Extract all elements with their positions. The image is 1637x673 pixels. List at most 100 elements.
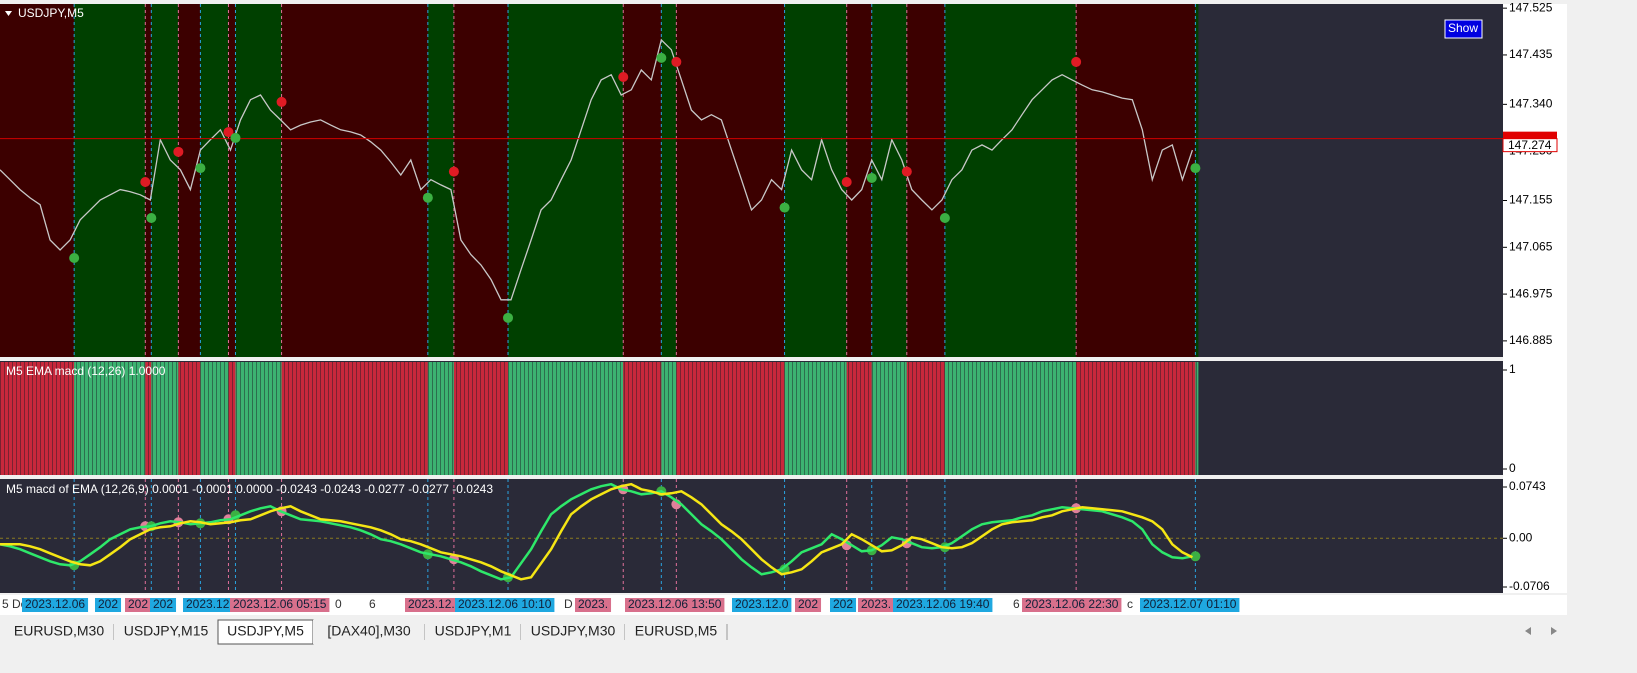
time-label: 2023.12.06 [25, 597, 85, 611]
time-label: 2023. [861, 597, 891, 611]
histogram-stripes [178, 362, 201, 475]
time-label: 2023.12.06 13:50 [628, 597, 722, 611]
histogram-stripes [784, 362, 847, 475]
trend-zone [676, 4, 785, 357]
time-label-bg [858, 598, 895, 612]
chart-layer: 147.525147.435147.340147.250147.155147.0… [0, 0, 1558, 645]
buy-arrow [230, 132, 241, 143]
time-label: 2023.12.06 10:10 [458, 597, 552, 611]
sell-arrow [901, 166, 912, 177]
price-tick-label: 147.155 [1509, 193, 1553, 207]
time-text: D [564, 597, 573, 611]
tab-label[interactable]: USDJPY,M15 [124, 623, 209, 639]
price-tick-label: 147.435 [1509, 47, 1553, 61]
histogram-stripes [944, 362, 1077, 475]
tab [217, 619, 314, 645]
sell-arrow [173, 146, 184, 157]
show-button[interactable] [1444, 19, 1483, 39]
time-label: 2023. [578, 597, 608, 611]
trend-zone [906, 4, 945, 357]
time-label-bg [625, 598, 725, 612]
time-label-bg [22, 598, 89, 612]
buy-arrow [503, 312, 514, 323]
time-text: 6 [369, 597, 376, 611]
buy-arrow [422, 192, 433, 203]
trend-zone [281, 4, 428, 357]
sell-arrow [1071, 56, 1082, 67]
tab-label[interactable]: USDJPY,M1 [435, 623, 512, 639]
price-tag [1502, 138, 1558, 153]
time-text: 5 De [2, 597, 28, 611]
histogram-stripes [427, 362, 454, 475]
tab [114, 620, 218, 644]
time-text: 6 [1013, 597, 1020, 611]
time-label: 2023.12.07 01:10 [1143, 597, 1237, 611]
cross-dot [779, 564, 790, 575]
time-label: 2023.12.06 19:40 [896, 597, 990, 611]
sell-arrow [618, 71, 629, 82]
histogram-stripes [508, 362, 624, 475]
ema-tick-label: 1 [1509, 362, 1516, 376]
time-label: 2023.12. [408, 597, 455, 611]
menu-arrow[interactable] [5, 11, 12, 16]
time-label-bg [795, 598, 822, 612]
macd-title: M5 macd of EMA (12,26,9) 0.0001 -0.0001 … [6, 482, 493, 496]
time-label-bg [830, 598, 857, 612]
histogram-stripes [871, 362, 907, 475]
tab-label[interactable]: USDJPY,M5 [227, 623, 304, 639]
sell-arrow [841, 176, 852, 187]
histogram-stripes [661, 362, 677, 475]
time-label: 2023.12 [186, 597, 230, 611]
time-label: 2023.12.06 05:15 [233, 597, 327, 611]
trend-zone [508, 4, 624, 357]
tab-label[interactable]: EURUSD,M30 [14, 623, 104, 639]
trend-zone [784, 4, 847, 357]
time-label: 202 [798, 597, 818, 611]
price-line [0, 38, 1194, 301]
time-label-bg [230, 598, 330, 612]
trend-zone [871, 4, 907, 357]
histogram-stripes [235, 362, 282, 475]
macd-panel [0, 479, 1503, 593]
macd-tick-label: 0.00 [1509, 530, 1533, 544]
trend-zone [200, 4, 229, 357]
tab [425, 620, 521, 644]
histogram-stripes [228, 362, 236, 475]
time-label-bg [455, 598, 555, 612]
tab-label[interactable]: USDJPY,M30 [531, 623, 616, 639]
tab [313, 620, 425, 644]
sell-arrow [223, 127, 234, 138]
time-label-bg [893, 598, 993, 612]
time-label-bg [95, 598, 122, 612]
time-text: 0 [335, 597, 342, 611]
buy-arrow [866, 172, 877, 183]
histogram-stripes [1076, 362, 1196, 475]
time-label-bg [1140, 598, 1240, 612]
histogram-stripes [151, 362, 179, 475]
trend-zone [944, 4, 1077, 357]
price-tick-label: 147.065 [1509, 239, 1553, 253]
time-label: 202 [153, 597, 173, 611]
price-axis [1503, 4, 1567, 593]
macd-tick-label: -0.0706 [1509, 579, 1550, 593]
time-label: 202 [128, 597, 148, 611]
price-tick-label: 146.885 [1509, 333, 1553, 347]
tab-label[interactable]: [DAX40],M30 [327, 623, 410, 639]
price-tag-red [1503, 131, 1557, 139]
time-label-bg [1022, 598, 1122, 612]
trend-zone [453, 4, 509, 357]
tab-label[interactable]: EURUSD,M5 [635, 623, 718, 639]
buy-arrow [195, 163, 206, 174]
tab-scroll-left[interactable] [1525, 627, 1531, 635]
symbol-title: USDJPY,M5 [18, 6, 84, 20]
ema-tick-label: 0 [1509, 461, 1516, 475]
trend-zone [228, 4, 236, 357]
buy-arrow [146, 212, 157, 223]
buy-arrow [1190, 163, 1201, 174]
trend-zone [1195, 4, 1199, 357]
tab-scroll-right[interactable] [1551, 627, 1557, 635]
show-button-label[interactable]: Show [1448, 21, 1478, 35]
sell-arrow [671, 56, 682, 67]
time-label-bg [732, 598, 792, 612]
time-label: 202 [98, 597, 118, 611]
